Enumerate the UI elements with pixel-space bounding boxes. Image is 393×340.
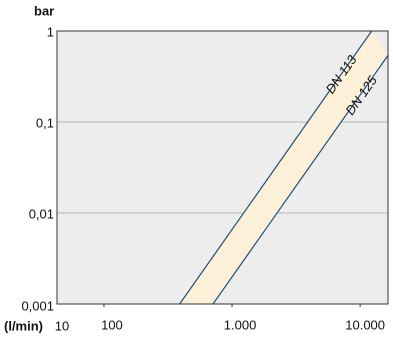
y-tick-label: 0,001 (21, 298, 54, 313)
x-start-label: 10 (55, 318, 69, 333)
series-line (212, 55, 388, 304)
y-tick-label: 1 (47, 24, 54, 39)
x-axis-label: (l/min) (4, 318, 43, 333)
band (179, 31, 388, 304)
y-tick-label: 0,1 (36, 115, 54, 130)
y-tick-label: 0,01 (29, 206, 54, 221)
y-axis-label: bar (34, 3, 54, 18)
x-tick-label: 100 (101, 317, 123, 332)
plot-frame (56, 30, 389, 305)
x-tick-label: 10.000 (345, 317, 385, 332)
x-tick-label: 1.000 (224, 317, 257, 332)
series-line (179, 31, 373, 304)
